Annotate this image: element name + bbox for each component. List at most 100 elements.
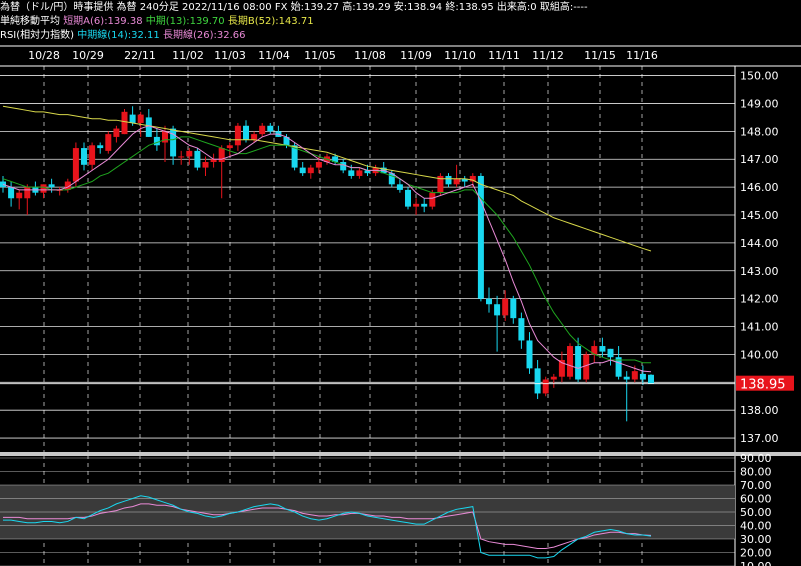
candle-body [145,117,152,137]
high-value: 139.29 [355,2,391,13]
price-tick-label: 148.00 [740,125,779,138]
candle-body [437,175,444,193]
rsi-tick-label: 70.00 [740,479,772,492]
date-tick-label: 11/12 [532,49,564,62]
close-label: 終: [445,2,459,13]
candle-body [153,136,160,146]
date-tick-label: 11/16 [626,49,658,62]
candle-body [340,162,347,171]
candle-body [396,184,403,190]
panel-divider [0,452,801,456]
candle-body [186,150,193,157]
rsi-tick-label: 50.00 [740,506,772,519]
price-tick-label: 149.00 [740,97,779,110]
candle-body [283,136,290,146]
date-tick-label: 11/04 [258,49,290,62]
date-tick-label: 11/15 [584,49,616,62]
high-label: 高: [342,2,356,13]
candle-body [113,128,120,137]
price-tick-label: 142.00 [740,293,779,306]
date-tick-label: 11/11 [488,49,520,62]
candle-body [81,148,87,165]
low-label: 安: [393,2,408,13]
price-tick-label: 150.00 [740,70,779,83]
rsi-long-label: 長期線(26):32.66 [162,30,246,41]
candle-body [259,125,266,135]
candle-body [599,346,606,352]
date-tick-label: 11/09 [400,49,432,62]
candle-body [469,175,476,182]
date-tick-label: 10/29 [72,49,104,62]
candle-body [40,184,47,193]
candle-body [486,298,492,305]
candle-body [210,159,217,163]
rsi-title: RSI(相対力指数) [0,30,75,41]
volume-value: 0 [530,2,537,13]
date-tick-label: 11/03 [214,49,246,62]
ma-mid-line [2,136,651,364]
open-label: 始: [290,2,305,13]
date-tick-label: 10/28 [28,49,60,62]
candle-body [567,346,573,377]
candle-body [413,203,420,207]
candle-body [542,379,549,394]
candle-body [194,150,201,168]
chart-header-ohlc: 為替（ドル/円）時事提供 為替 240分足 2022/11/16 08:00 F… [0,2,588,14]
ma-long-label: 長期B(52):143.71 [227,16,314,27]
date-tick-label: 22/11 [124,49,156,62]
candle-body [445,175,452,185]
candle-body [558,359,565,377]
price-tick-label: 144.00 [740,237,779,250]
ma-legend: 単純移動平均 短期A(6):139.38 中期(13):139.70 長期B(5… [0,16,314,28]
candle-body [332,156,339,163]
close-value: 138.95 [458,2,494,13]
candle-body [234,125,241,146]
candle-body [97,145,104,149]
candle-body [72,148,79,182]
candle-body [648,374,654,384]
open-value: 139.27 [304,2,340,13]
candle-body [364,170,371,174]
candle-body [518,318,525,341]
candle-body [510,298,517,319]
candle-body [477,175,484,299]
candle-body [243,125,249,140]
candle-body [48,184,55,188]
price-tick-label: 147.00 [740,153,779,166]
price-tick-label: 145.00 [740,209,779,222]
candle-body [453,178,460,185]
rsi-mid-line [3,495,652,559]
candle-body [623,376,630,380]
candle-body [405,189,411,207]
rsi-tick-label: 90.00 [740,452,772,465]
candle-body [202,162,209,168]
candle-body [307,167,314,174]
candle-body [89,145,96,165]
candle-body [170,128,177,157]
candle-body [502,298,509,316]
candle-body [607,348,614,358]
turnover-value: ---- [573,2,588,13]
candle-body [526,340,533,369]
candle-body [226,145,233,149]
datetime-value: 2022/11/16 08:00 [182,2,272,13]
rsi-tick-label: 60.00 [740,493,772,506]
ma-long-line [2,105,652,252]
candle-body [461,178,468,182]
rsi-tick-label: 80.00 [740,466,772,479]
candle-body [121,111,128,135]
price-tick-label: 138.00 [740,404,779,417]
price-tick-label: 143.00 [740,265,779,278]
candle-body [429,192,436,207]
candle-body [251,134,258,140]
ma-short-label: 短期A(6):139.38 [63,16,143,27]
candle-body [348,170,355,176]
current-price-badge [736,375,794,391]
price-tick-label: 146.00 [740,181,779,194]
date-tick-label: 11/02 [172,49,204,62]
candle-body [267,125,274,132]
date-tick-label: 11/08 [354,49,386,62]
candle-body [550,376,557,380]
price-tick-label: 140.00 [740,348,779,361]
